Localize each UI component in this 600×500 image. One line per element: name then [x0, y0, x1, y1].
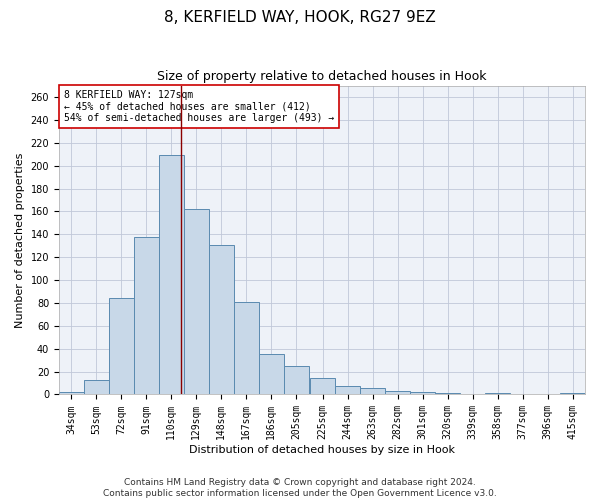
Bar — [209, 244, 234, 394]
Bar — [134, 236, 159, 394]
Bar — [259, 354, 284, 395]
Bar — [84, 380, 109, 394]
Bar — [159, 156, 184, 394]
Bar — [335, 386, 360, 394]
Bar — [410, 392, 435, 394]
Bar — [360, 388, 385, 394]
Bar — [310, 378, 335, 394]
X-axis label: Distribution of detached houses by size in Hook: Distribution of detached houses by size … — [189, 445, 455, 455]
Text: Contains HM Land Registry data © Crown copyright and database right 2024.
Contai: Contains HM Land Registry data © Crown c… — [103, 478, 497, 498]
Y-axis label: Number of detached properties: Number of detached properties — [15, 152, 25, 328]
Bar — [109, 298, 134, 394]
Bar — [284, 366, 309, 394]
Bar — [59, 392, 84, 394]
Title: Size of property relative to detached houses in Hook: Size of property relative to detached ho… — [157, 70, 487, 83]
Bar — [234, 302, 259, 394]
Text: 8, KERFIELD WAY, HOOK, RG27 9EZ: 8, KERFIELD WAY, HOOK, RG27 9EZ — [164, 10, 436, 25]
Text: 8 KERFIELD WAY: 127sqm
← 45% of detached houses are smaller (412)
54% of semi-de: 8 KERFIELD WAY: 127sqm ← 45% of detached… — [64, 90, 334, 124]
Bar — [385, 391, 410, 394]
Bar — [184, 209, 209, 394]
